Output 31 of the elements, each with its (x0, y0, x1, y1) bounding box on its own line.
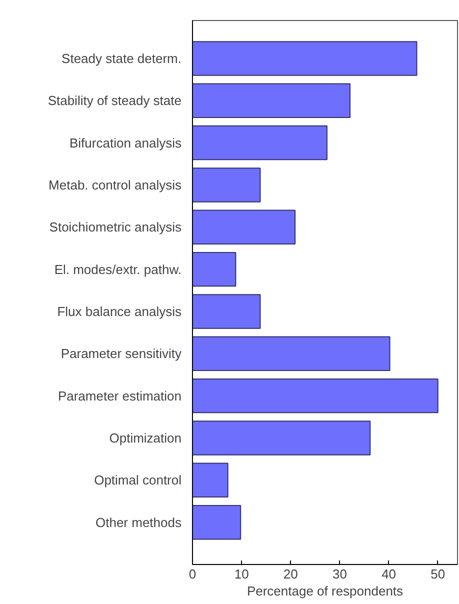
bar (192, 252, 236, 287)
y-tick-label: El. modes/extr. pathw. (54, 262, 182, 277)
bar (192, 378, 438, 414)
bar (192, 504, 242, 540)
bar (192, 462, 228, 498)
y-tick-label: Optimization (109, 430, 182, 446)
bar (192, 294, 261, 329)
bar (192, 41, 418, 76)
y-tick-label: Stability of steady state (48, 93, 182, 108)
y-tick-label: Metab. control analysis (48, 177, 182, 192)
y-tick-label: Stoichiometric analysis (49, 220, 182, 235)
y-tick-label: Flux balance analysis (57, 304, 182, 319)
y-tick-label: Parameter sensitivity (60, 346, 182, 362)
y-tick-label: Other methods (96, 514, 182, 530)
y-tick-label: Steady state determ. (62, 50, 182, 66)
x-axis-title: Percentage of respondents (246, 584, 404, 598)
x-tick-label: 10 (234, 566, 249, 582)
x-tick-label: 40 (382, 566, 396, 582)
y-tick-label: Parameter estimation (58, 388, 182, 404)
bar (192, 125, 328, 160)
y-tick-label: Bifurcation analysis (70, 135, 182, 150)
x-tick-label: 20 (283, 566, 298, 582)
bar (192, 83, 351, 118)
x-tick-label: 0 (188, 566, 196, 582)
bar (192, 336, 390, 372)
bar (192, 420, 371, 456)
x-tick-label: 50 (430, 566, 446, 582)
bar (192, 168, 261, 202)
y-tick-label: Optimal control (94, 472, 182, 488)
bar (192, 210, 296, 245)
x-tick-label: 30 (332, 566, 347, 582)
